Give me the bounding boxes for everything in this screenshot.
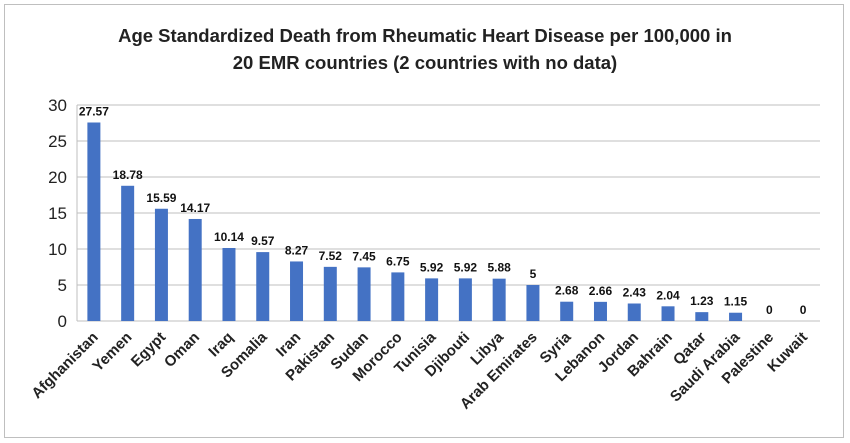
data-label: 7.52 — [319, 249, 343, 263]
data-label: 5.92 — [454, 260, 478, 274]
data-label: 5.92 — [420, 260, 444, 274]
bar — [256, 252, 270, 321]
data-label: 9.57 — [251, 234, 275, 248]
data-label: 2.66 — [589, 284, 613, 298]
data-label: 15.59 — [146, 191, 176, 205]
y-tick-label: 25 — [48, 132, 67, 151]
y-tick-label: 5 — [58, 276, 67, 295]
y-tick-label: 20 — [48, 168, 67, 187]
bar — [121, 185, 135, 321]
data-label: 0 — [800, 303, 807, 317]
bar — [323, 266, 337, 321]
bar — [87, 122, 101, 321]
data-label: 8.27 — [285, 243, 309, 257]
y-tick-label: 15 — [48, 204, 67, 223]
bar — [593, 301, 607, 321]
data-label: 5 — [530, 267, 537, 281]
bar — [492, 278, 506, 321]
bar — [627, 303, 641, 321]
data-label: 14.17 — [180, 201, 210, 215]
bar — [357, 267, 371, 321]
data-label: 10.14 — [214, 230, 244, 244]
data-label: 0 — [766, 303, 773, 317]
bar — [222, 247, 236, 321]
data-label: 1.23 — [690, 294, 714, 308]
chart-frame — [4, 4, 844, 438]
data-label: 18.78 — [113, 168, 143, 182]
bar — [425, 278, 439, 321]
data-label: 2.04 — [656, 288, 680, 302]
data-label: 2.43 — [623, 286, 647, 300]
chart-title: Age Standardized Death from Rheumatic He… — [0, 22, 850, 76]
bar — [729, 312, 743, 321]
data-label: 27.57 — [79, 104, 109, 118]
y-tick-label: 0 — [58, 312, 67, 331]
data-label: 1.15 — [724, 295, 748, 309]
bar — [661, 306, 675, 321]
bar — [695, 312, 709, 321]
data-label: 2.68 — [555, 284, 579, 298]
chart-title-line2: 20 EMR countries (2 countries with no da… — [232, 52, 618, 73]
bar — [188, 218, 202, 321]
x-tick-label: Egypt — [128, 329, 169, 370]
y-tick-label: 30 — [48, 96, 67, 115]
data-label: 6.75 — [386, 254, 410, 268]
bar — [391, 272, 405, 321]
data-label: 5.88 — [487, 261, 511, 275]
bar — [458, 278, 472, 321]
bar — [560, 301, 574, 321]
data-label: 7.45 — [352, 249, 376, 263]
y-tick-label: 10 — [48, 240, 67, 259]
bar — [154, 208, 168, 321]
bar — [526, 285, 540, 321]
chart-title-line1: Age Standardized Death from Rheumatic He… — [118, 25, 732, 46]
bar — [290, 261, 304, 321]
x-tick-label: Oman — [161, 329, 203, 371]
